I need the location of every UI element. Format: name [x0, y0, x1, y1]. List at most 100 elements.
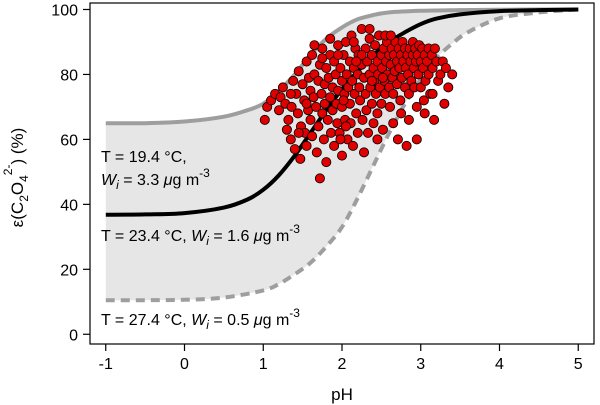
- data-point: [376, 98, 387, 109]
- data-point: [309, 40, 320, 51]
- data-point: [358, 147, 369, 158]
- data-point: [377, 72, 388, 83]
- data-point: [277, 82, 288, 93]
- data-point: [325, 92, 336, 103]
- upper-curve-label-line2: Wi = 3.3 μg m-3: [101, 166, 210, 192]
- data-point: [361, 105, 372, 116]
- data-point: [335, 63, 346, 74]
- data-point: [301, 140, 312, 151]
- data-point: [301, 56, 312, 67]
- data-point: [348, 37, 359, 48]
- middle-curve-label: T = 23.4 °C, Wi = 1.6 μg m-3: [101, 222, 300, 248]
- x-tick-label: 1: [259, 356, 268, 373]
- data-point: [317, 108, 328, 119]
- data-point: [281, 124, 292, 135]
- data-point: [388, 88, 399, 99]
- y-tick-label: 60: [60, 132, 78, 149]
- data-point: [364, 33, 375, 44]
- data-point: [347, 140, 358, 151]
- data-point: [435, 69, 446, 80]
- data-point: [321, 63, 332, 74]
- y-tick-label: 40: [60, 197, 78, 214]
- data-point: [368, 118, 379, 129]
- data-point: [340, 121, 351, 132]
- y-axis-title-sub1: 2: [17, 195, 31, 202]
- data-point: [292, 108, 303, 119]
- data-point: [283, 114, 294, 125]
- data-point: [313, 121, 324, 132]
- data-point: [385, 30, 396, 41]
- observation-points: [259, 23, 458, 184]
- data-point: [372, 134, 383, 145]
- data-point: [321, 157, 332, 168]
- x-tick-label: 4: [495, 356, 504, 373]
- data-point: [447, 69, 458, 80]
- data-point: [439, 98, 450, 109]
- y-axis-title-sup: 2-: [1, 165, 15, 176]
- data-point: [322, 114, 333, 125]
- y-axis-title-base: ε(C: [8, 202, 27, 228]
- data-point: [388, 118, 399, 129]
- data-point: [377, 124, 388, 135]
- data-point: [362, 127, 373, 138]
- data-point: [329, 140, 340, 151]
- data-point: [325, 33, 336, 44]
- data-point: [310, 101, 321, 112]
- data-point: [357, 114, 368, 125]
- data-point: [333, 50, 344, 61]
- data-point: [319, 98, 330, 109]
- data-point: [311, 147, 322, 158]
- x-tick-label: 3: [416, 356, 425, 373]
- x-tick-label: -1: [99, 356, 113, 373]
- data-point: [429, 114, 440, 125]
- data-point: [285, 88, 296, 99]
- y-tick-label: 20: [60, 262, 78, 279]
- data-point: [401, 140, 412, 151]
- data-point: [295, 153, 306, 164]
- data-point: [285, 134, 296, 145]
- data-point: [314, 173, 325, 184]
- data-point: [317, 53, 328, 64]
- data-point: [318, 134, 329, 145]
- x-axis: -1 0 1 2 3 4 5: [99, 344, 583, 373]
- data-point: [297, 79, 308, 90]
- data-point: [355, 95, 366, 106]
- data-point: [286, 101, 297, 112]
- data-point: [351, 108, 362, 119]
- data-point: [356, 50, 367, 61]
- data-point: [354, 82, 365, 93]
- data-point: [307, 50, 318, 61]
- data-point: [395, 95, 406, 106]
- data-point: [443, 82, 454, 93]
- data-point: [427, 88, 438, 99]
- lower-curve-label: T = 27.4 °C, Wi = 0.5 μg m-3: [101, 306, 300, 332]
- data-point: [335, 134, 346, 145]
- data-point: [403, 114, 414, 125]
- data-point: [347, 75, 358, 86]
- y-axis-title: ε(C2O42-) (%): [1, 128, 31, 228]
- data-point: [440, 63, 451, 74]
- data-point: [293, 66, 304, 77]
- y-axis-title-mid: O: [8, 182, 27, 195]
- y-axis-title-sub2: 4: [17, 175, 31, 182]
- data-point: [364, 23, 375, 34]
- data-point: [293, 127, 304, 138]
- data-point: [396, 108, 407, 119]
- data-point: [372, 108, 383, 119]
- data-point: [366, 75, 377, 86]
- x-tick-label: 2: [338, 356, 347, 373]
- data-point: [259, 114, 270, 125]
- data-point: [370, 40, 381, 51]
- upper-curve-label-line1: T = 19.4 °C,: [101, 149, 187, 166]
- data-point: [341, 69, 352, 80]
- x-tick-label: 0: [180, 356, 189, 373]
- data-point: [273, 105, 284, 116]
- y-axis-title-end: ) (%): [8, 128, 27, 165]
- data-point: [411, 101, 422, 112]
- y-tick-label: 100: [51, 2, 78, 19]
- data-point: [419, 108, 430, 119]
- x-tick-label: 5: [574, 356, 583, 373]
- data-point: [289, 144, 300, 155]
- data-point: [351, 56, 362, 67]
